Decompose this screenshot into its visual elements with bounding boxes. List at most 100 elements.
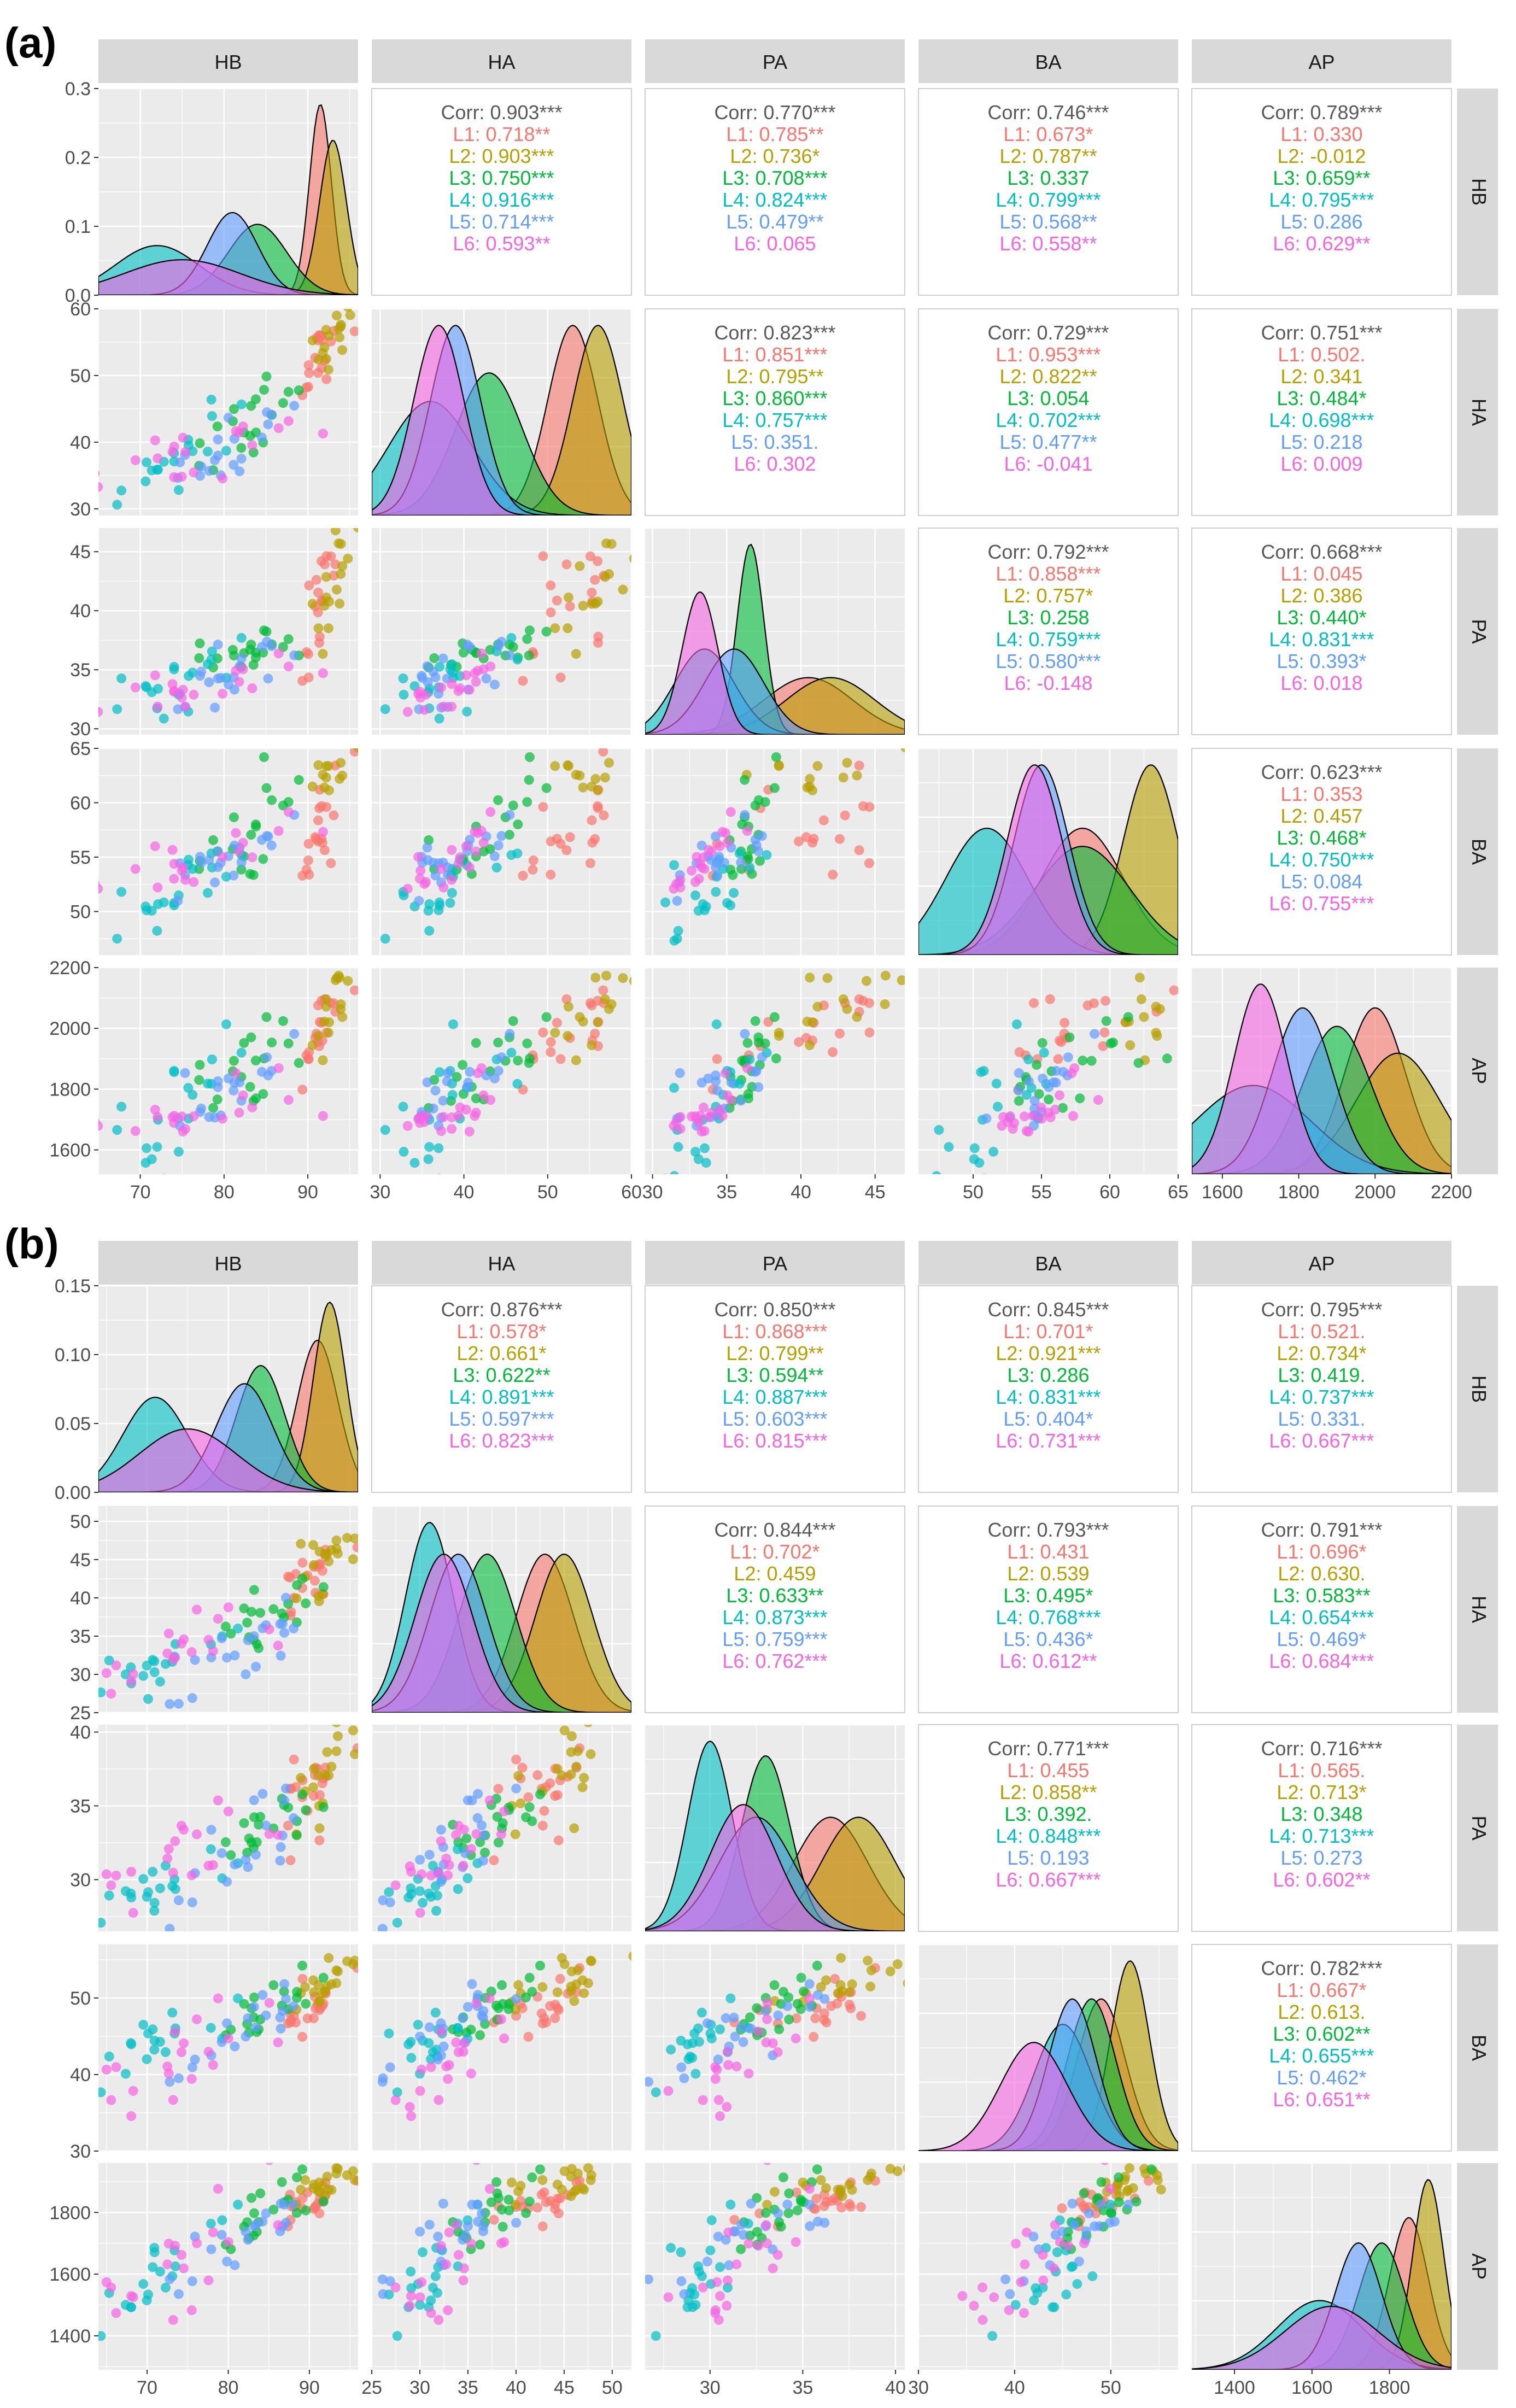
point-l5 <box>676 2062 687 2072</box>
point-l1 <box>1057 2203 1067 2213</box>
point-l5 <box>436 2050 446 2060</box>
point-l4 <box>149 1897 160 1908</box>
point-l6 <box>98 880 100 888</box>
point-l2 <box>569 1996 580 2006</box>
corr-l1: L1: 0.521. <box>1278 1320 1365 1343</box>
point-l6 <box>177 2249 186 2260</box>
corr-l5: L5: 0.477** <box>999 431 1097 453</box>
point-l1 <box>826 2001 836 2011</box>
point-l6 <box>234 846 244 857</box>
point-l6 <box>168 2315 178 2325</box>
point-l5 <box>263 419 273 430</box>
corr-l3: L3: 0.495* <box>1003 1584 1093 1607</box>
point-l5 <box>442 1076 452 1086</box>
y-tick-label: 40 <box>70 1588 91 1609</box>
panel-a: (a) HB HA PA BA APHBHAPABAAP0.00.10.20.3Corr:… <box>4 19 1498 1203</box>
point-l6 <box>436 1126 446 1136</box>
panel-label: (b) <box>4 1220 59 1268</box>
point-l2 <box>903 2164 905 2172</box>
point-l2 <box>552 1987 563 1997</box>
point-l3 <box>771 752 781 762</box>
x-tick-label: 45 <box>554 2377 575 2398</box>
point-l5 <box>263 831 273 842</box>
point-l5 <box>241 2227 251 2237</box>
point-l5 <box>493 641 504 651</box>
point-l1 <box>289 1754 299 1765</box>
point-l6 <box>715 2291 725 2301</box>
point-l3 <box>301 1805 311 1815</box>
point-l4 <box>700 1143 710 1153</box>
cell-ap-pa: 30 35 40 45 <box>642 968 905 1203</box>
point-l4 <box>380 704 390 714</box>
point-l4 <box>669 935 680 946</box>
point-l2 <box>323 365 333 375</box>
point-l2 <box>360 2148 370 2158</box>
point-l2 <box>1152 1031 1162 1041</box>
point-l5 <box>805 2221 815 2231</box>
point-l1 <box>729 2214 740 2225</box>
corr-l6: L6: 0.755*** <box>1269 892 1374 915</box>
plot-panel-bg <box>372 748 631 955</box>
point-l5 <box>736 1095 746 1106</box>
point-l4 <box>415 2300 425 2310</box>
y-tick-label: 25 <box>70 1703 91 1724</box>
point-l4 <box>506 632 517 643</box>
point-l5 <box>463 2221 473 2231</box>
point-l5 <box>1038 1073 1048 1083</box>
point-l4 <box>413 2019 423 2030</box>
point-l6 <box>447 701 457 712</box>
corr-l5: L5: 0.331. <box>1278 1408 1365 1430</box>
point-l5 <box>820 2218 830 2228</box>
point-l2 <box>307 781 318 792</box>
point-l2 <box>618 584 628 595</box>
point-l1 <box>303 855 313 865</box>
point-l5 <box>443 1068 453 1078</box>
point-l6 <box>713 2095 724 2105</box>
point-l5 <box>463 2002 473 2012</box>
point-l5 <box>478 2012 488 2023</box>
x-tick-label: 80 <box>214 1182 235 1203</box>
point-l6 <box>443 2074 453 2084</box>
point-l6 <box>710 2074 721 2084</box>
point-l5 <box>215 673 226 683</box>
point-l5 <box>1005 2289 1015 2299</box>
point-l6 <box>128 2292 138 2302</box>
point-l4 <box>398 1102 408 1112</box>
strip-right-label: BA <box>1468 839 1490 865</box>
cell-pa-ha <box>372 528 631 735</box>
point-l2 <box>847 1979 857 1989</box>
point-l2 <box>579 2184 589 2195</box>
point-l4 <box>207 411 217 421</box>
point-l3 <box>522 797 532 807</box>
point-l5 <box>173 896 183 906</box>
point-l5 <box>279 1628 290 1638</box>
point-l5 <box>190 1655 200 1665</box>
corr-l6: L6: 0.651** <box>1273 2088 1370 2111</box>
point-l3 <box>513 819 523 830</box>
point-l4 <box>424 1888 434 1899</box>
point-l6 <box>459 2038 469 2048</box>
corr-l4: L4: 0.757*** <box>722 409 827 431</box>
point-l1 <box>309 2202 320 2213</box>
corr-l5: L5: 0.351. <box>731 431 818 453</box>
point-l4 <box>233 1624 243 1634</box>
point-l3 <box>251 822 261 831</box>
point-l3 <box>508 800 518 811</box>
point-l6 <box>189 877 199 887</box>
point-l4 <box>762 850 772 860</box>
density-l6 <box>645 591 905 735</box>
point-l6 <box>476 1063 487 1073</box>
point-l3 <box>294 1058 304 1068</box>
strip-right-hb <box>1457 89 1498 295</box>
corr-overall: Corr: 0.792*** <box>987 541 1109 563</box>
point-l2 <box>897 975 905 986</box>
point-l1 <box>319 845 330 856</box>
point-l2 <box>922 738 932 748</box>
point-l1 <box>546 836 556 847</box>
density-l6 <box>1192 2305 1451 2370</box>
point-l4 <box>969 1143 980 1153</box>
cell-hb-ap: Corr: 0.795***L1: 0.521.L2: 0.734*L3: 0.… <box>1191 1285 1452 1493</box>
point-l3 <box>541 1012 552 1022</box>
corr-l1: L1: 0.702* <box>730 1540 820 1563</box>
corr-l5: L5: 0.218 <box>1280 431 1362 453</box>
